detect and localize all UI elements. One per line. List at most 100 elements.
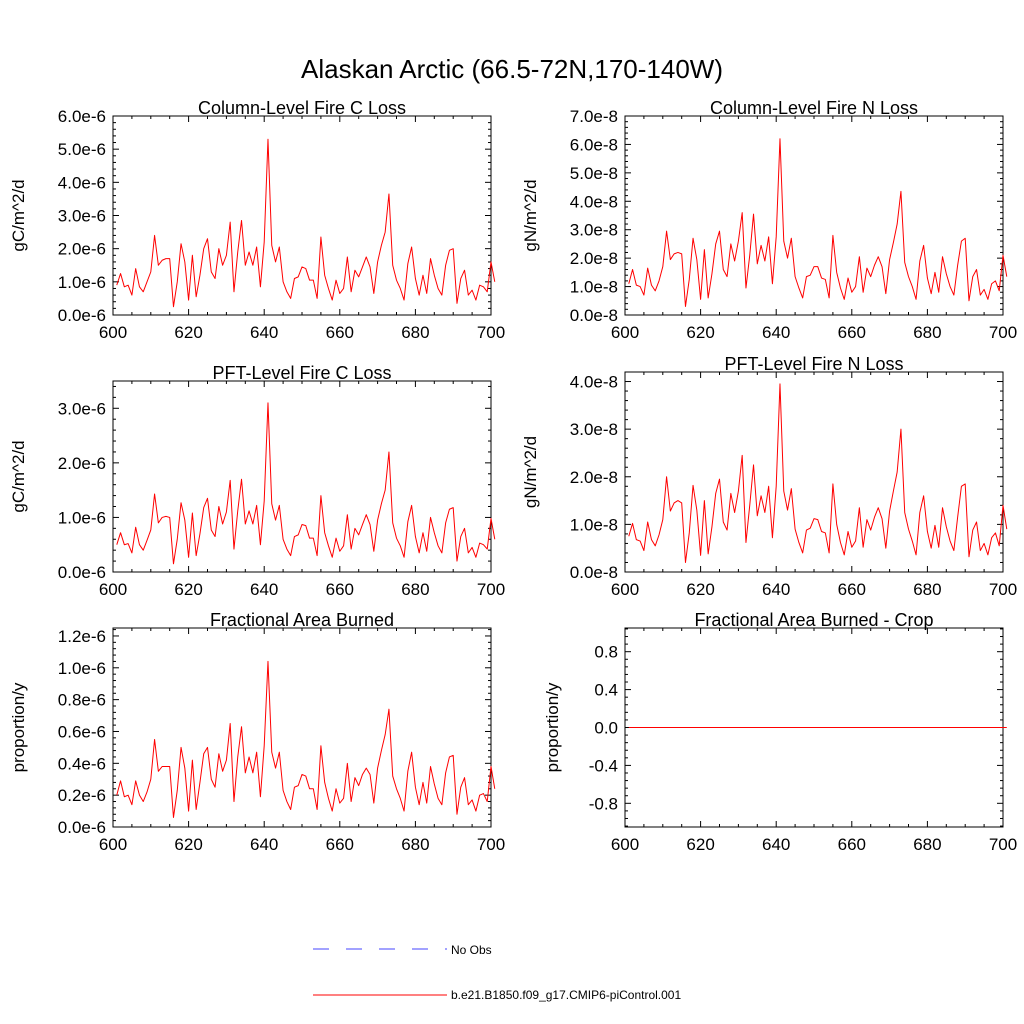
x-tick-label: 620: [174, 580, 202, 599]
x-tick-label: 660: [838, 835, 866, 854]
y-tick-label: 0.2e-6: [58, 786, 106, 805]
y-tick-label: 1.0e-8: [570, 278, 618, 297]
y-tick-label: 4.0e-6: [58, 173, 106, 192]
y-tick-label: 0.6e-6: [58, 722, 106, 741]
y-tick-label: 0.4e-6: [58, 754, 106, 773]
y-tick-label: 0.8e-6: [58, 691, 106, 710]
x-tick-label: 700: [989, 580, 1017, 599]
data-series-line: [628, 138, 1008, 307]
y-tick-label: 1.0e-6: [58, 659, 106, 678]
y-tick-label: 4.0e-8: [570, 192, 618, 211]
x-tick-label: 640: [250, 323, 278, 342]
data-series-line: [628, 383, 1008, 563]
plot-frame: [624, 115, 1004, 316]
x-tick-label: 660: [326, 580, 354, 599]
y-tick-label: 3.0e-6: [58, 207, 106, 226]
panel-title: PFT-Level Fire N Loss: [724, 354, 903, 374]
x-tick-label: 700: [989, 835, 1017, 854]
y-tick-label: 0.0e-6: [58, 563, 106, 582]
data-series-line: [116, 138, 496, 308]
x-tick-label: 620: [686, 835, 714, 854]
y-tick-label: -0.8: [589, 794, 618, 813]
y-tick-label: 0.0: [594, 719, 618, 738]
y-tick-label: 2.0e-8: [570, 468, 618, 487]
x-tick-label: 640: [762, 835, 790, 854]
y-tick-label: 0.0e-6: [58, 818, 106, 837]
y-tick-label: -0.4: [589, 756, 618, 775]
plot-frame: [112, 627, 492, 828]
data-series-line: [116, 660, 496, 818]
y-tick-label: 2.0e-6: [58, 240, 106, 259]
y-tick-label: 3.0e-6: [58, 399, 106, 418]
x-tick-label: 640: [250, 580, 278, 599]
figure-title: Alaskan Arctic (66.5-72N,170-140W): [301, 54, 723, 84]
x-tick-label: 620: [174, 323, 202, 342]
legend-model-label: b.e21.B1850.f09_g17.CMIP6-piControl.001: [451, 988, 681, 1002]
y-tick-label: 0.4: [594, 681, 618, 700]
y-tick-label: 1.0e-6: [58, 273, 106, 292]
x-tick-label: 660: [326, 323, 354, 342]
x-tick-label: 640: [762, 580, 790, 599]
x-tick-label: 660: [838, 323, 866, 342]
x-tick-label: 600: [99, 580, 127, 599]
x-tick-label: 640: [762, 323, 790, 342]
chart-panel-2: Column-Level Fire N Loss gN/m^2/d 600 620 64…: [521, 98, 1017, 342]
y-axis-label: gN/m^2/d: [521, 179, 540, 251]
panel-title: Fractional Area Burned: [210, 610, 394, 630]
chart-panel-4: PFT-Level Fire N Loss gN/m^2/d 600 620 640 66…: [521, 354, 1017, 599]
plot-frame: [112, 380, 492, 573]
x-tick-label: 600: [611, 323, 639, 342]
panel-grid: Column-Level Fire C Loss gC/m^2/d 600 620 64…: [9, 98, 1017, 854]
panel-title: Column-Level Fire N Loss: [710, 98, 918, 118]
chart-panel-3: PFT-Level Fire C Loss gC/m^2/d 600 620 640 66…: [9, 363, 505, 599]
y-tick-label: 7.0e-8: [570, 107, 618, 126]
x-tick-label: 680: [913, 835, 941, 854]
y-tick-label: 1.2e-6: [58, 627, 106, 646]
x-tick-label: 680: [401, 323, 429, 342]
panel-title: Column-Level Fire C Loss: [198, 98, 406, 118]
x-tick-label: 700: [477, 323, 505, 342]
chart-panel-1: Column-Level Fire C Loss gC/m^2/d 600 620 64…: [9, 98, 505, 342]
x-tick-label: 700: [477, 580, 505, 599]
x-tick-label: 680: [913, 580, 941, 599]
y-axis-label: gN/m^2/d: [521, 436, 540, 508]
y-axis-label: gC/m^2/d: [9, 179, 28, 251]
plot-frame: [624, 371, 1004, 573]
panel-title: PFT-Level Fire C Loss: [212, 363, 391, 383]
x-tick-label: 620: [686, 580, 714, 599]
chart-panel-6: Fractional Area Burned - Crop proportion/…: [543, 610, 1017, 854]
y-tick-label: 6.0e-6: [58, 107, 106, 126]
x-tick-label: 680: [401, 835, 429, 854]
y-tick-label: 5.0e-6: [58, 140, 106, 159]
y-tick-label: 2.0e-6: [58, 454, 106, 473]
x-tick-label: 600: [99, 835, 127, 854]
y-tick-label: 6.0e-8: [570, 135, 618, 154]
legend-no-obs-label: No Obs: [451, 943, 492, 957]
legend: No Obs b.e21.B1850.f09_g17.CMIP6-piContr…: [313, 943, 681, 1002]
y-axis-label: proportion/y: [9, 682, 28, 772]
plot-frame: [112, 115, 492, 316]
x-tick-label: 620: [686, 323, 714, 342]
data-series-line: [116, 402, 496, 565]
y-tick-label: 1.0e-8: [570, 515, 618, 534]
x-tick-label: 600: [99, 323, 127, 342]
x-tick-label: 680: [913, 323, 941, 342]
x-tick-label: 620: [174, 835, 202, 854]
y-axis-label: gC/m^2/d: [9, 440, 28, 512]
panel-title: Fractional Area Burned - Crop: [694, 610, 933, 630]
x-tick-label: 640: [250, 835, 278, 854]
y-tick-label: 5.0e-8: [570, 164, 618, 183]
x-tick-label: 600: [611, 835, 639, 854]
x-tick-label: 660: [326, 835, 354, 854]
x-tick-label: 700: [989, 323, 1017, 342]
y-tick-label: 0.8: [594, 643, 618, 662]
y-tick-label: 4.0e-8: [570, 373, 618, 392]
y-tick-label: 0.0e-6: [58, 306, 106, 325]
y-tick-label: 0.0e-8: [570, 306, 618, 325]
y-tick-label: 3.0e-8: [570, 221, 618, 240]
y-tick-label: 0.0e-8: [570, 563, 618, 582]
chart-panel-5: Fractional Area Burned proportion/y 600 620…: [9, 610, 505, 854]
y-tick-label: 1.0e-6: [58, 508, 106, 527]
y-tick-label: 2.0e-8: [570, 249, 618, 268]
